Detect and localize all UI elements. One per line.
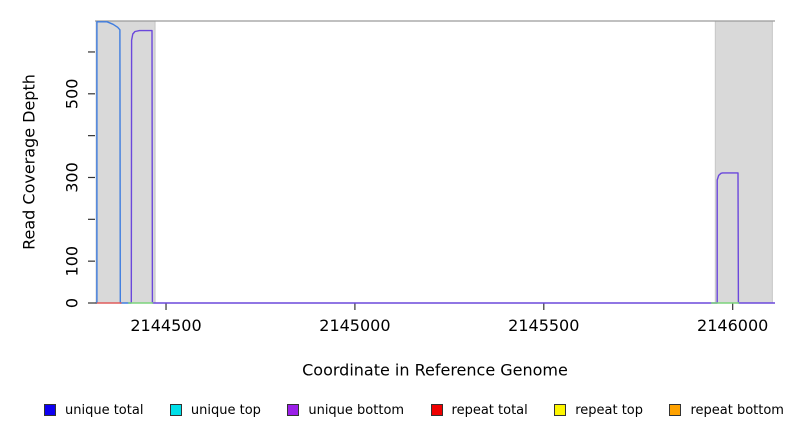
x-axis-tick-label: 2144500 [130, 316, 201, 335]
legend-label: repeat total [451, 402, 528, 418]
y-axis-tick-label: 100 [63, 246, 82, 277]
x-axis-tick-label: 2145500 [508, 316, 579, 335]
y-axis-tick-label: 500 [63, 79, 82, 110]
repeat-region [714, 20, 773, 304]
legend-item-unique-total: unique total [44, 403, 143, 418]
legend-label: unique total [65, 402, 144, 418]
y-axis-tick-label: 300 [63, 162, 82, 193]
series-unique-total [96, 21, 132, 304]
legend-label: unique top [190, 402, 261, 418]
legend-item-unique-top: unique top [169, 402, 261, 418]
x-axis-title: Coordinate in Reference Genome [302, 360, 568, 380]
legend-item-repeat-total: repeat total [430, 402, 528, 418]
legend-item-repeat-top: repeat top [554, 403, 643, 418]
legend-label: unique bottom [308, 402, 405, 418]
x-axis-tick-label: 2146000 [697, 316, 768, 335]
y-axis-title: Read Coverage Depth [19, 74, 39, 250]
series-unique-bottom [130, 29, 775, 304]
unique-bottom-swatch-icon [287, 404, 300, 416]
legend: unique total unique top unique bottom re… [44, 401, 784, 419]
y-axis-tick-label: 0 [63, 298, 82, 308]
unique-top-swatch-icon [169, 404, 182, 416]
repeat-region [95, 20, 156, 304]
repeat-total-swatch-icon [430, 404, 443, 416]
legend-item-repeat-bottom: repeat bottom [669, 403, 784, 418]
plot-area: 2144500 2145000 2145500 2146000 0 100 300 500 [63, 20, 775, 335]
repeat-top-swatch-icon [554, 404, 567, 416]
x-axis-tick-label: 2145000 [319, 316, 390, 335]
unique-total-swatch-icon [44, 404, 56, 416]
legend-label: repeat bottom [690, 402, 784, 418]
repeat-bottom-swatch-icon [669, 404, 682, 416]
legend-item-unique-bottom: unique bottom [287, 403, 404, 418]
legend-label: repeat top [575, 402, 643, 418]
